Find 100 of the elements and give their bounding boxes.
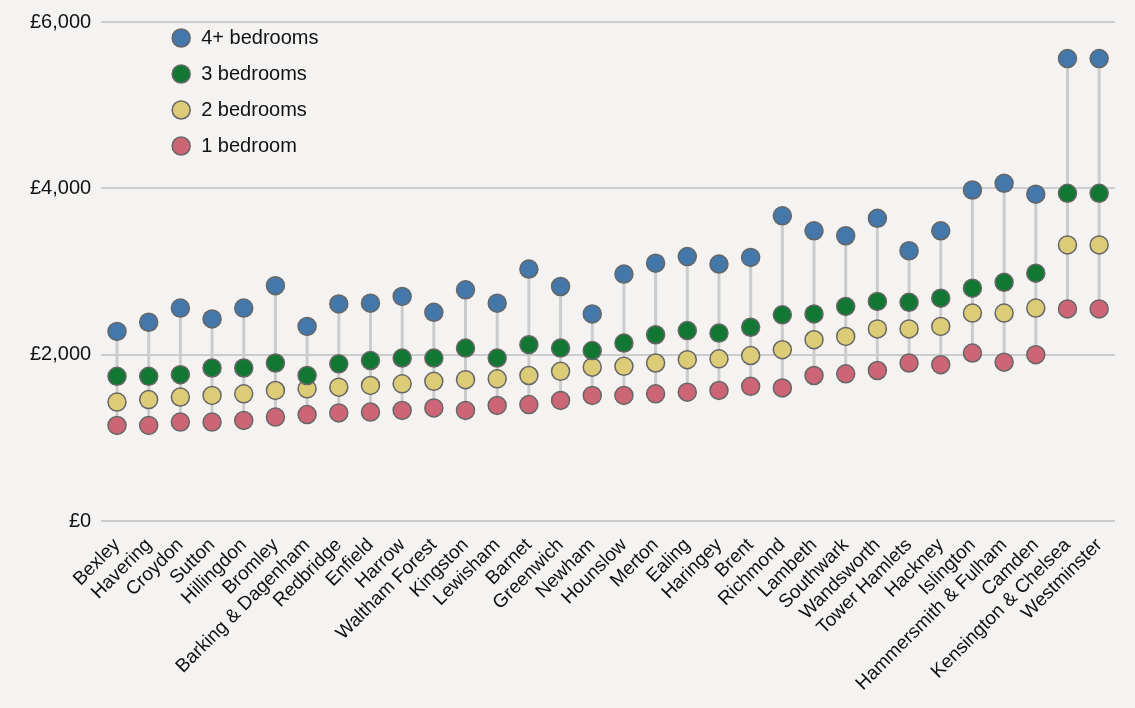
point bbox=[550, 390, 571, 411]
point bbox=[170, 387, 191, 407]
point bbox=[614, 356, 634, 377]
point bbox=[138, 312, 159, 333]
point bbox=[392, 348, 412, 368]
point bbox=[519, 334, 539, 355]
point bbox=[772, 305, 793, 325]
y-tick-label: £2,000 bbox=[30, 342, 92, 365]
point bbox=[1026, 263, 1046, 283]
point bbox=[962, 180, 983, 200]
point bbox=[962, 303, 983, 323]
point bbox=[835, 296, 856, 317]
point bbox=[360, 293, 381, 313]
point bbox=[455, 369, 476, 390]
point bbox=[867, 319, 888, 339]
point bbox=[487, 369, 507, 389]
point bbox=[740, 376, 761, 397]
point bbox=[329, 354, 349, 374]
point bbox=[265, 353, 286, 373]
point bbox=[709, 349, 729, 369]
point bbox=[709, 254, 729, 274]
point bbox=[1089, 299, 1109, 319]
point bbox=[170, 364, 191, 385]
point bbox=[1026, 184, 1046, 204]
point bbox=[519, 365, 539, 386]
point bbox=[170, 412, 191, 432]
point bbox=[677, 246, 698, 267]
point bbox=[424, 371, 444, 392]
point bbox=[614, 385, 634, 406]
point bbox=[424, 348, 444, 368]
point bbox=[107, 366, 127, 387]
point bbox=[455, 400, 476, 421]
point bbox=[677, 320, 698, 341]
point bbox=[899, 292, 919, 313]
point bbox=[107, 415, 127, 436]
point bbox=[424, 302, 444, 323]
point bbox=[772, 339, 793, 360]
point bbox=[519, 259, 539, 279]
point bbox=[614, 333, 634, 353]
point bbox=[835, 326, 856, 347]
point bbox=[1026, 298, 1046, 318]
point bbox=[202, 309, 222, 329]
point bbox=[329, 403, 349, 423]
point bbox=[107, 321, 127, 342]
point bbox=[835, 364, 856, 384]
point bbox=[645, 353, 666, 373]
point bbox=[392, 374, 412, 394]
point bbox=[1089, 48, 1109, 69]
point bbox=[867, 208, 888, 229]
point bbox=[329, 294, 349, 314]
point bbox=[614, 264, 634, 284]
point bbox=[804, 221, 824, 241]
point bbox=[740, 345, 761, 366]
legend-label: 4+ bedrooms bbox=[201, 25, 319, 48]
point bbox=[455, 338, 476, 358]
point bbox=[867, 291, 888, 312]
point bbox=[582, 340, 602, 361]
point bbox=[931, 221, 951, 241]
point bbox=[265, 380, 286, 401]
point bbox=[202, 358, 222, 378]
y-tick-label: £0 bbox=[68, 508, 92, 531]
point bbox=[297, 365, 317, 386]
point bbox=[392, 286, 412, 307]
point bbox=[804, 365, 824, 386]
point bbox=[962, 343, 983, 363]
point bbox=[931, 316, 951, 337]
point bbox=[1089, 235, 1109, 255]
legend-label: 3 bedrooms bbox=[201, 61, 307, 84]
point bbox=[899, 319, 919, 339]
point bbox=[804, 304, 824, 324]
point bbox=[170, 298, 191, 318]
point bbox=[645, 384, 666, 404]
point bbox=[519, 394, 539, 415]
point bbox=[867, 360, 888, 381]
point bbox=[1057, 235, 1078, 255]
y-tick-label: £6,000 bbox=[30, 9, 92, 32]
point bbox=[1057, 183, 1078, 204]
point bbox=[740, 317, 761, 337]
point bbox=[645, 324, 666, 345]
legend-label: 2 bedrooms bbox=[201, 97, 307, 120]
point bbox=[487, 395, 507, 416]
point bbox=[709, 380, 729, 401]
point bbox=[424, 398, 444, 418]
point bbox=[550, 276, 571, 297]
point bbox=[709, 323, 729, 343]
point bbox=[582, 357, 602, 377]
point bbox=[233, 384, 254, 404]
point bbox=[931, 288, 951, 308]
point bbox=[392, 400, 412, 421]
point bbox=[899, 353, 919, 373]
point bbox=[1057, 48, 1078, 69]
point bbox=[994, 303, 1014, 323]
point bbox=[582, 304, 602, 324]
point bbox=[1026, 344, 1046, 365]
point bbox=[360, 402, 381, 422]
point bbox=[202, 385, 222, 406]
point bbox=[994, 272, 1014, 293]
point bbox=[455, 280, 476, 300]
point bbox=[297, 404, 317, 425]
point bbox=[329, 377, 349, 397]
